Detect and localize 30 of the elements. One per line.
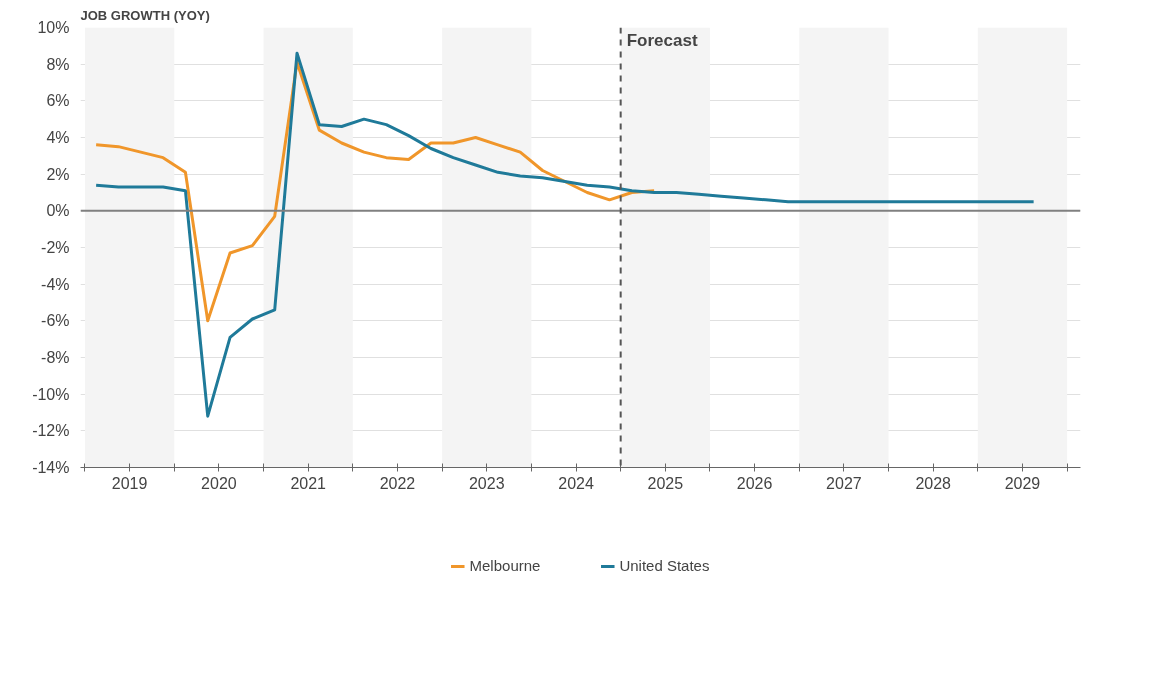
- x-tick-label: 2026: [736, 474, 773, 492]
- y-tick-label: 0%: [46, 202, 70, 220]
- x-tick-label: 2025: [647, 474, 684, 492]
- line-series: [94, 51, 1036, 418]
- x-tick-label: 2029: [1004, 474, 1041, 492]
- legend-label: Melbourne: [469, 557, 541, 574]
- line-series: [94, 60, 656, 323]
- y-tick-label: 8%: [46, 55, 70, 73]
- y-tick-label: -4%: [41, 275, 70, 293]
- x-tick-label: 2023: [468, 474, 505, 492]
- chart-title: JOB GROWTH (YOY): [80, 7, 210, 23]
- ref-line-label: Forecast: [626, 30, 698, 50]
- y-tick-label: -10%: [32, 385, 70, 403]
- x-tick-label: 2022: [379, 474, 416, 492]
- x-tick-label: 2027: [826, 474, 862, 492]
- y-tick-label: -2%: [41, 239, 70, 256]
- y-tick-label: 6%: [46, 92, 70, 110]
- y-tick-label: 10%: [37, 19, 70, 36]
- y-tick-label: -8%: [41, 349, 70, 366]
- y-tick-label: -12%: [32, 422, 70, 440]
- y-tick-label: 4%: [46, 129, 70, 146]
- x-tick-label: 2028: [915, 474, 952, 492]
- x-tick-label: 2020: [201, 474, 237, 492]
- x-tick-label: 2024: [558, 474, 594, 492]
- y-tick-label: -14%: [32, 459, 70, 476]
- legend-label: United States: [619, 557, 710, 574]
- x-tick-label: 2019: [111, 474, 148, 492]
- y-tick-label: -6%: [41, 312, 70, 330]
- y-tick-label: 2%: [46, 165, 70, 183]
- x-tick-label: 2021: [290, 474, 327, 492]
